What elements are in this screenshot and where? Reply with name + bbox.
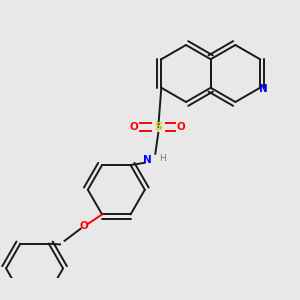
- Text: N: N: [259, 84, 267, 94]
- Text: O: O: [130, 122, 139, 132]
- Text: H: H: [159, 154, 166, 163]
- Text: O: O: [80, 221, 88, 231]
- Text: N: N: [143, 155, 152, 165]
- Text: S: S: [154, 122, 162, 132]
- Text: O: O: [176, 122, 185, 132]
